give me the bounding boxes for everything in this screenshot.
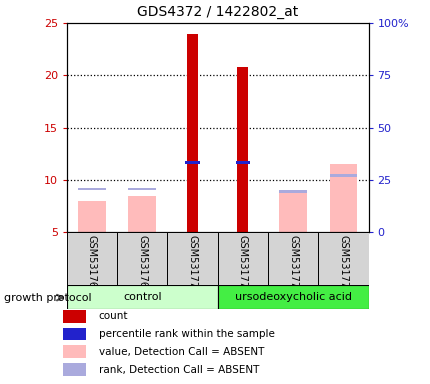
Bar [128, 196, 156, 232]
Bar [78, 188, 105, 190]
Bar [217, 232, 267, 286]
Bar [217, 285, 368, 309]
Bar [329, 174, 356, 177]
Text: percentile rank within the sample: percentile rank within the sample [98, 329, 274, 339]
Text: value, Detection Call = ABSENT: value, Detection Call = ABSENT [98, 347, 264, 357]
Bar [67, 285, 217, 309]
Bar [317, 232, 368, 286]
Bar [279, 190, 306, 192]
Bar [128, 188, 156, 190]
Text: rank, Detection Call = ABSENT: rank, Detection Call = ABSENT [98, 364, 258, 374]
Text: growth protocol: growth protocol [4, 293, 92, 303]
Bar [235, 161, 249, 164]
Text: GSM531768: GSM531768 [87, 235, 97, 294]
Text: GSM531769: GSM531769 [137, 235, 147, 294]
Bar [67, 232, 117, 286]
Text: GSM531771: GSM531771 [237, 235, 247, 294]
Bar [237, 67, 248, 232]
Bar [187, 33, 198, 232]
Bar [63, 345, 86, 358]
Bar [63, 363, 86, 376]
Bar [185, 161, 199, 164]
Bar [329, 164, 356, 232]
Text: GSM531772: GSM531772 [287, 235, 298, 295]
Text: GSM531770: GSM531770 [187, 235, 197, 294]
Text: ursodeoxycholic acid: ursodeoxycholic acid [234, 292, 351, 302]
Bar [267, 232, 317, 286]
Text: GSM531773: GSM531773 [338, 235, 347, 294]
Text: control: control [123, 292, 161, 302]
Bar [117, 232, 167, 286]
Bar [63, 310, 86, 323]
Text: count: count [98, 311, 128, 321]
Title: GDS4372 / 1422802_at: GDS4372 / 1422802_at [137, 5, 298, 19]
Bar [78, 201, 105, 232]
Bar [167, 232, 217, 286]
Bar [279, 190, 306, 232]
Bar [63, 328, 86, 340]
